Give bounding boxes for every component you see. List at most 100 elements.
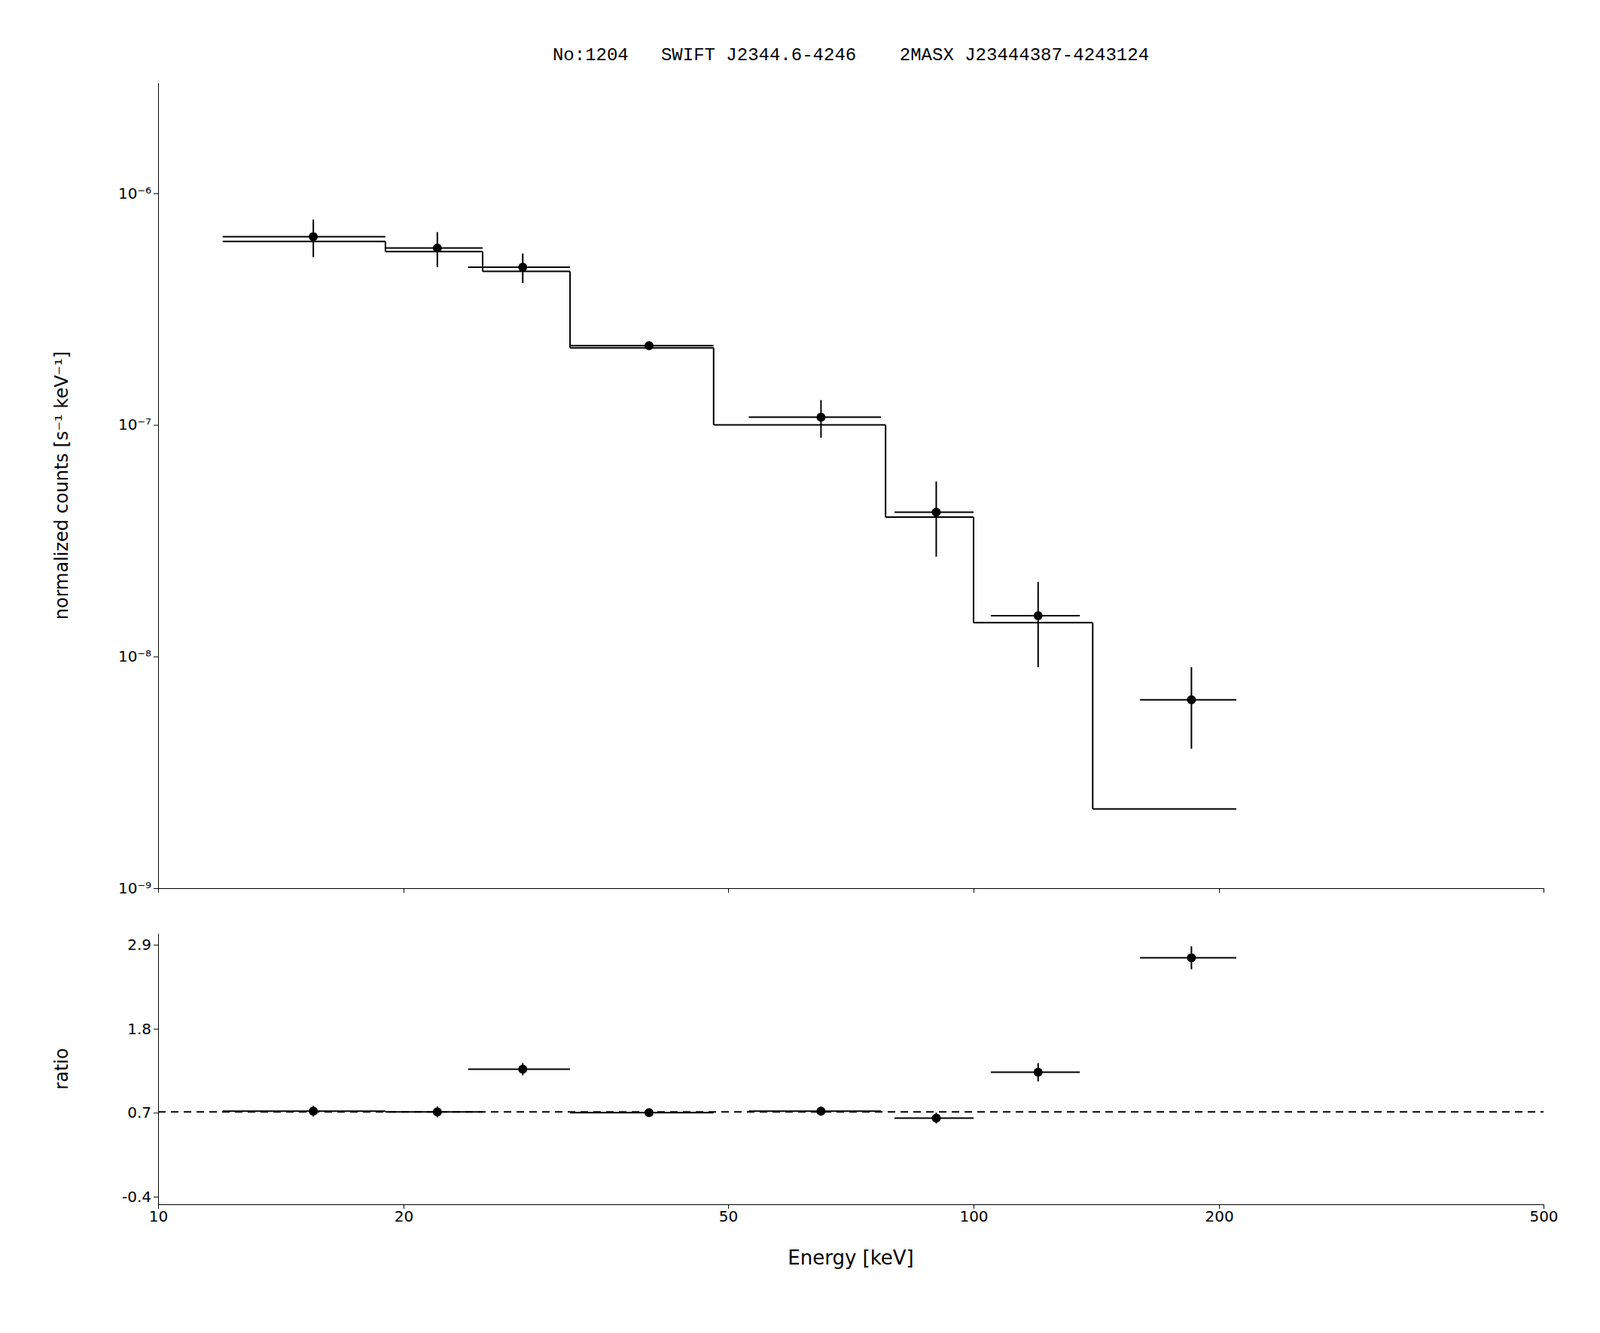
data-point xyxy=(931,1113,941,1123)
step-riser xyxy=(384,241,387,253)
data-point xyxy=(1186,695,1196,705)
data-point xyxy=(816,1106,826,1116)
step-segment xyxy=(482,271,570,273)
x-tick xyxy=(1219,888,1220,893)
step-riser xyxy=(569,271,571,349)
x-axis-line xyxy=(158,888,1545,890)
y-error-bar xyxy=(1190,667,1192,749)
x-tick-mark xyxy=(728,888,729,893)
plot-area xyxy=(158,946,1544,1124)
x-tick-label: 20 xyxy=(394,1207,414,1226)
x-tick: 100 xyxy=(959,1204,988,1226)
x-axis: 10 20 50 100 200 500 xyxy=(149,1204,1559,1226)
data-point xyxy=(308,1106,318,1116)
y-axis-title: normalized counts [s⁻¹ keV⁻¹] xyxy=(51,351,73,621)
x-error-bar xyxy=(748,416,881,418)
y-tick-mark xyxy=(153,193,159,195)
x-tick-mark xyxy=(1543,888,1545,893)
data-point xyxy=(432,243,442,253)
y-tick: 1.8 xyxy=(127,1020,159,1039)
chart: 10⁻⁹ 10⁻⁸ 10⁻⁷ 10⁻⁶ No:1204 SWIFT J2344.6-42… xyxy=(0,0,1600,1333)
y-error-bar xyxy=(1037,582,1040,668)
y-tick: 2.9 xyxy=(127,935,159,954)
chart-title: No:1204 SWIFT J2344.6-4246 2MASX J234443… xyxy=(552,45,1149,66)
y-tick-label: 10⁻⁶ xyxy=(118,184,152,203)
data-point xyxy=(644,1108,654,1118)
x-tick: 500 xyxy=(1529,1204,1558,1226)
x-tick-label: 500 xyxy=(1529,1207,1558,1226)
y-tick-label: 10⁻⁹ xyxy=(118,879,152,898)
step-segment xyxy=(973,621,1093,624)
x-tick: 200 xyxy=(1204,1204,1234,1226)
step-segment xyxy=(1092,808,1237,811)
y-tick: 10⁻⁷ xyxy=(118,415,159,434)
x-axis-line xyxy=(158,1204,1545,1206)
data-point xyxy=(308,231,318,241)
data-point xyxy=(931,507,941,517)
step-riser xyxy=(481,251,484,272)
x-tick-label: 100 xyxy=(959,1207,988,1226)
x-tick-mark xyxy=(403,888,405,893)
x-tick-label: 10 xyxy=(149,1207,168,1226)
y-tick-label: -0.4 xyxy=(121,1188,152,1207)
y-tick: 10⁻⁹ xyxy=(118,879,159,898)
y-tick-mark xyxy=(153,1112,159,1114)
x-tick xyxy=(973,888,975,893)
x-tick: 20 xyxy=(394,1204,414,1226)
data-point xyxy=(1033,611,1043,621)
y-tick: 0.7 xyxy=(127,1103,159,1122)
step-riser xyxy=(972,517,975,623)
x-tick-mark xyxy=(973,888,975,893)
reference-line xyxy=(158,1111,1544,1113)
step-segment xyxy=(222,240,386,243)
data-point xyxy=(518,1065,528,1075)
y-tick-mark xyxy=(153,944,159,946)
y-tick-label: 2.9 xyxy=(127,935,152,954)
y-tick-mark xyxy=(153,425,159,427)
y-tick-mark xyxy=(153,656,159,658)
y-tick-label: 10⁻⁷ xyxy=(118,415,152,434)
y-axis-title: ratio xyxy=(51,1048,73,1090)
data-point xyxy=(518,262,528,272)
x-tick xyxy=(1543,888,1545,893)
y-tick-mark xyxy=(153,888,159,890)
y-error-bar xyxy=(935,481,937,558)
step-segment xyxy=(713,424,886,427)
x-tick xyxy=(403,888,405,893)
x-axis-title: Energy [keV] xyxy=(787,1246,915,1270)
plot-area xyxy=(222,219,1237,810)
step-riser xyxy=(884,425,887,518)
y-axis-line xyxy=(158,83,159,890)
step-riser xyxy=(713,347,715,425)
x-tick-label: 50 xyxy=(719,1207,738,1226)
y-tick-label: 10⁻⁸ xyxy=(118,647,152,666)
step-segment xyxy=(885,516,974,519)
y-tick-mark xyxy=(153,1029,159,1031)
data-point xyxy=(1033,1068,1043,1078)
y-tick: 10⁻⁸ xyxy=(118,647,159,666)
y-tick: 10⁻⁶ xyxy=(118,184,159,203)
x-error-bar xyxy=(569,1112,714,1114)
data-point xyxy=(644,341,654,351)
data-point xyxy=(816,412,826,422)
x-tick-mark xyxy=(1219,888,1220,893)
data-point xyxy=(1186,953,1196,963)
x-error-bar xyxy=(222,235,386,238)
y-tick-label: 0.7 xyxy=(127,1103,152,1122)
x-tick xyxy=(728,888,729,893)
y-axis-line xyxy=(158,934,159,1206)
x-axis xyxy=(158,888,1545,893)
y-axis: 10⁻⁹ 10⁻⁸ 10⁻⁷ 10⁻⁶ xyxy=(118,83,159,898)
x-error-bar xyxy=(569,344,714,347)
x-tick: 50 xyxy=(719,1204,738,1226)
y-tick: -0.4 xyxy=(121,1188,159,1207)
x-tick-mark xyxy=(158,888,159,893)
x-tick-label: 200 xyxy=(1204,1207,1234,1226)
step-riser xyxy=(1091,622,1094,809)
x-tick: 10 xyxy=(149,1204,168,1226)
y-tick-mark xyxy=(153,1197,159,1198)
y-tick-label: 1.8 xyxy=(127,1020,152,1039)
step-segment xyxy=(569,347,714,349)
x-tick xyxy=(158,888,159,893)
y-axis: -0.4 0.7 1.8 2.9 xyxy=(121,934,159,1207)
